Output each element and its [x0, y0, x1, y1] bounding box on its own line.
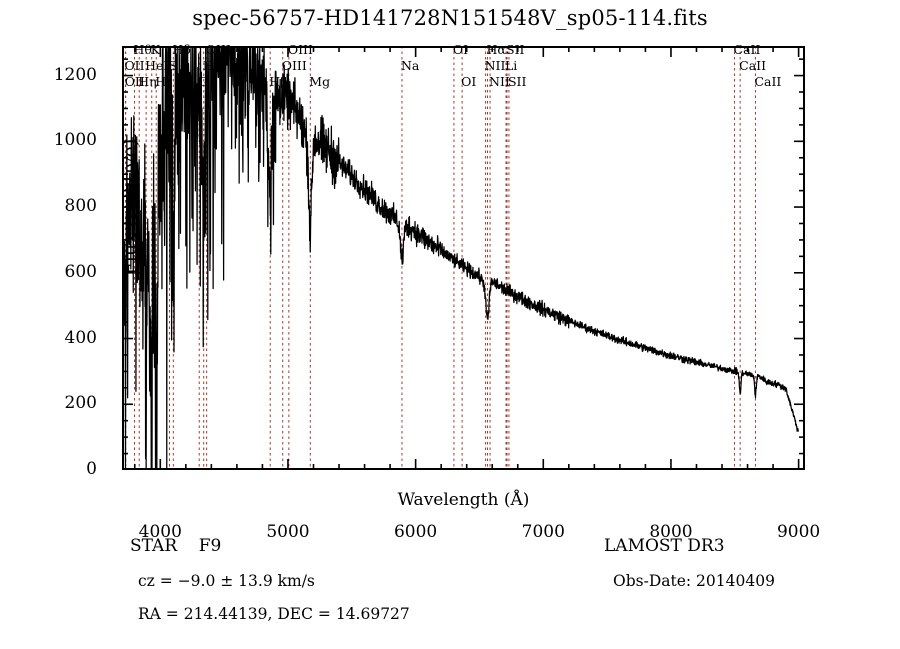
line-marker-label: OII: [124, 58, 145, 73]
line-marker-label: OI: [461, 74, 477, 89]
line-marker-label: HeI: [145, 58, 169, 73]
y-tick-label: 400: [64, 327, 97, 348]
line-marker-label: OI: [452, 42, 469, 57]
line-marker-label: CaII: [739, 58, 767, 73]
x-tick-label: 6000: [393, 522, 438, 542]
y-axis-label: Flux (relative): [119, 138, 141, 276]
x-tick-label: 5000: [266, 522, 310, 542]
line-marker-label: Hβ: [269, 74, 288, 89]
line-marker-label: Li: [505, 58, 518, 73]
line-marker-label: OII: [124, 74, 145, 89]
line-marker-label: OIII: [287, 42, 313, 57]
line-marker-label: NII: [489, 74, 510, 89]
footer-object-class: STAR F9: [130, 536, 222, 556]
line-marker-label: SII: [507, 74, 527, 89]
axes-frame: [122, 46, 805, 470]
line-marker-label: NII: [484, 58, 506, 73]
line-marker-label: Hδ: [172, 42, 191, 57]
x-tick-label: 7000: [521, 522, 565, 542]
line-marker-label: SII: [506, 42, 525, 57]
line-marker-label: OIII: [205, 42, 231, 57]
x-axis-label: Wavelength (Å): [397, 490, 530, 510]
plot-area: Flux (relative) Wavelength (Å) 4000 5000 6…: [54, 42, 821, 542]
footer-survey: LAMOST DR3: [604, 536, 725, 556]
line-marker-label: OIII: [281, 58, 307, 73]
x-tick-label: 8000: [649, 522, 693, 542]
line-marker-label: K: [150, 42, 161, 57]
y-tick-label: 1200: [53, 64, 97, 85]
line-marker-label: Hγ: [202, 58, 222, 73]
line-marker-label: S: [168, 58, 178, 73]
line-marker-label: H: [155, 74, 167, 89]
y-tick-label: 600: [64, 261, 97, 282]
footer-coords: RA = 214.44139, DEC = 14.69727: [138, 605, 410, 623]
line-marker-label: Hη: [138, 74, 157, 89]
footer-spectral-type: F9: [198, 536, 222, 556]
line-marker-label: Mg: [309, 74, 331, 89]
line-marker-label: G: [198, 74, 209, 89]
footer-cz: cz = −9.0 ± 13.9 km/s: [138, 572, 315, 590]
line-marker-label: CaII: [754, 74, 782, 89]
line-marker-label: CaII: [733, 42, 761, 57]
y-tick-label: 1000: [53, 130, 97, 151]
line-marker-label: Hα: [486, 42, 506, 57]
x-tick-label: 4000: [138, 522, 182, 542]
x-tick-label: 9000: [776, 522, 821, 542]
y-tick-label: 200: [64, 393, 97, 414]
footer-obs-date: Obs-Date: 20140409: [613, 572, 775, 590]
y-tick-label: 0: [86, 459, 97, 479]
line-marker-label: Na: [400, 58, 420, 73]
y-tick-label: 800: [64, 196, 97, 217]
figure-title: spec-56757-HD141728N151548V_sp05-114.fit…: [192, 6, 708, 30]
line-marker-label: Hθ: [133, 42, 152, 57]
